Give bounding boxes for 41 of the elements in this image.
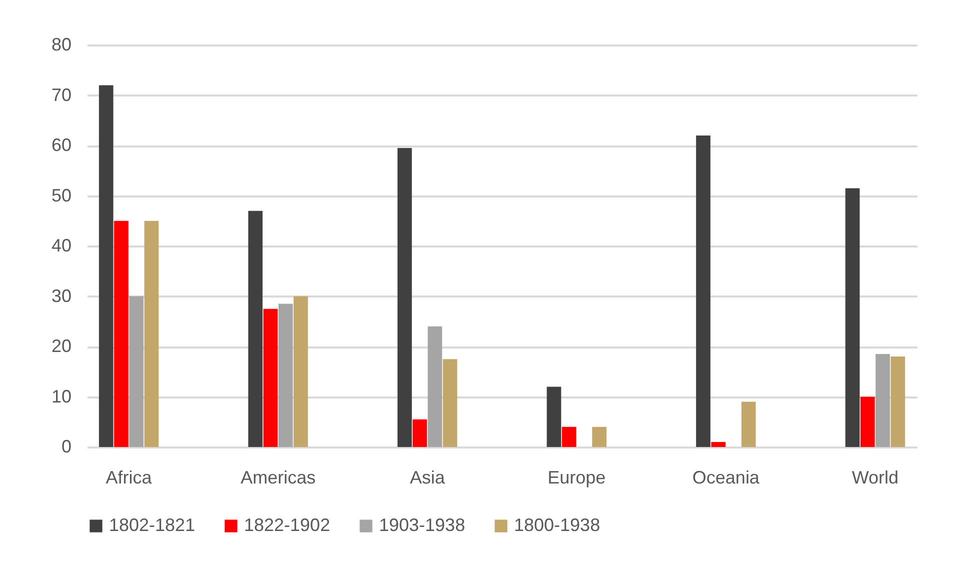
y-tick-label: 0	[61, 436, 72, 456]
bar	[592, 426, 606, 447]
x-tick-label: Africa	[106, 468, 153, 488]
bar	[263, 308, 278, 447]
bar	[562, 426, 576, 447]
bar	[294, 296, 308, 447]
x-tick-label: Asia	[410, 468, 446, 488]
bar	[876, 354, 890, 447]
y-tick-label: 50	[51, 185, 72, 206]
bar	[860, 396, 875, 447]
bar	[546, 386, 562, 447]
bar	[890, 356, 906, 447]
y-tick-label: 40	[51, 236, 72, 256]
bar	[144, 220, 159, 447]
bar	[696, 135, 710, 447]
x-tick-label: Oceania	[692, 468, 760, 488]
x-tick-label: Americas	[240, 468, 316, 488]
bar	[442, 359, 458, 447]
bar	[114, 220, 128, 447]
legend-label: 1822-1902	[244, 515, 330, 535]
y-tick-label: 60	[51, 135, 72, 155]
legend-label: 1800-1938	[514, 515, 600, 535]
bar	[741, 402, 756, 447]
y-tick-label: 20	[51, 336, 72, 356]
y-tick-label: 70	[51, 84, 72, 105]
bar	[248, 210, 263, 447]
y-tick-label: 30	[51, 286, 72, 306]
y-tick-label: 10	[51, 386, 72, 406]
bar	[129, 296, 144, 447]
bar	[412, 419, 427, 447]
bar	[98, 85, 114, 447]
y-tick-label: 80	[51, 34, 72, 54]
x-tick-label: Europe	[548, 468, 606, 488]
bar	[398, 148, 412, 447]
bar	[845, 188, 860, 447]
bar	[428, 326, 442, 447]
legend-label: 1903-1938	[379, 515, 466, 535]
bar	[278, 304, 293, 447]
x-tick-label: World	[852, 468, 899, 488]
legend-label: 1802-1821	[109, 515, 196, 535]
bar	[711, 442, 726, 447]
